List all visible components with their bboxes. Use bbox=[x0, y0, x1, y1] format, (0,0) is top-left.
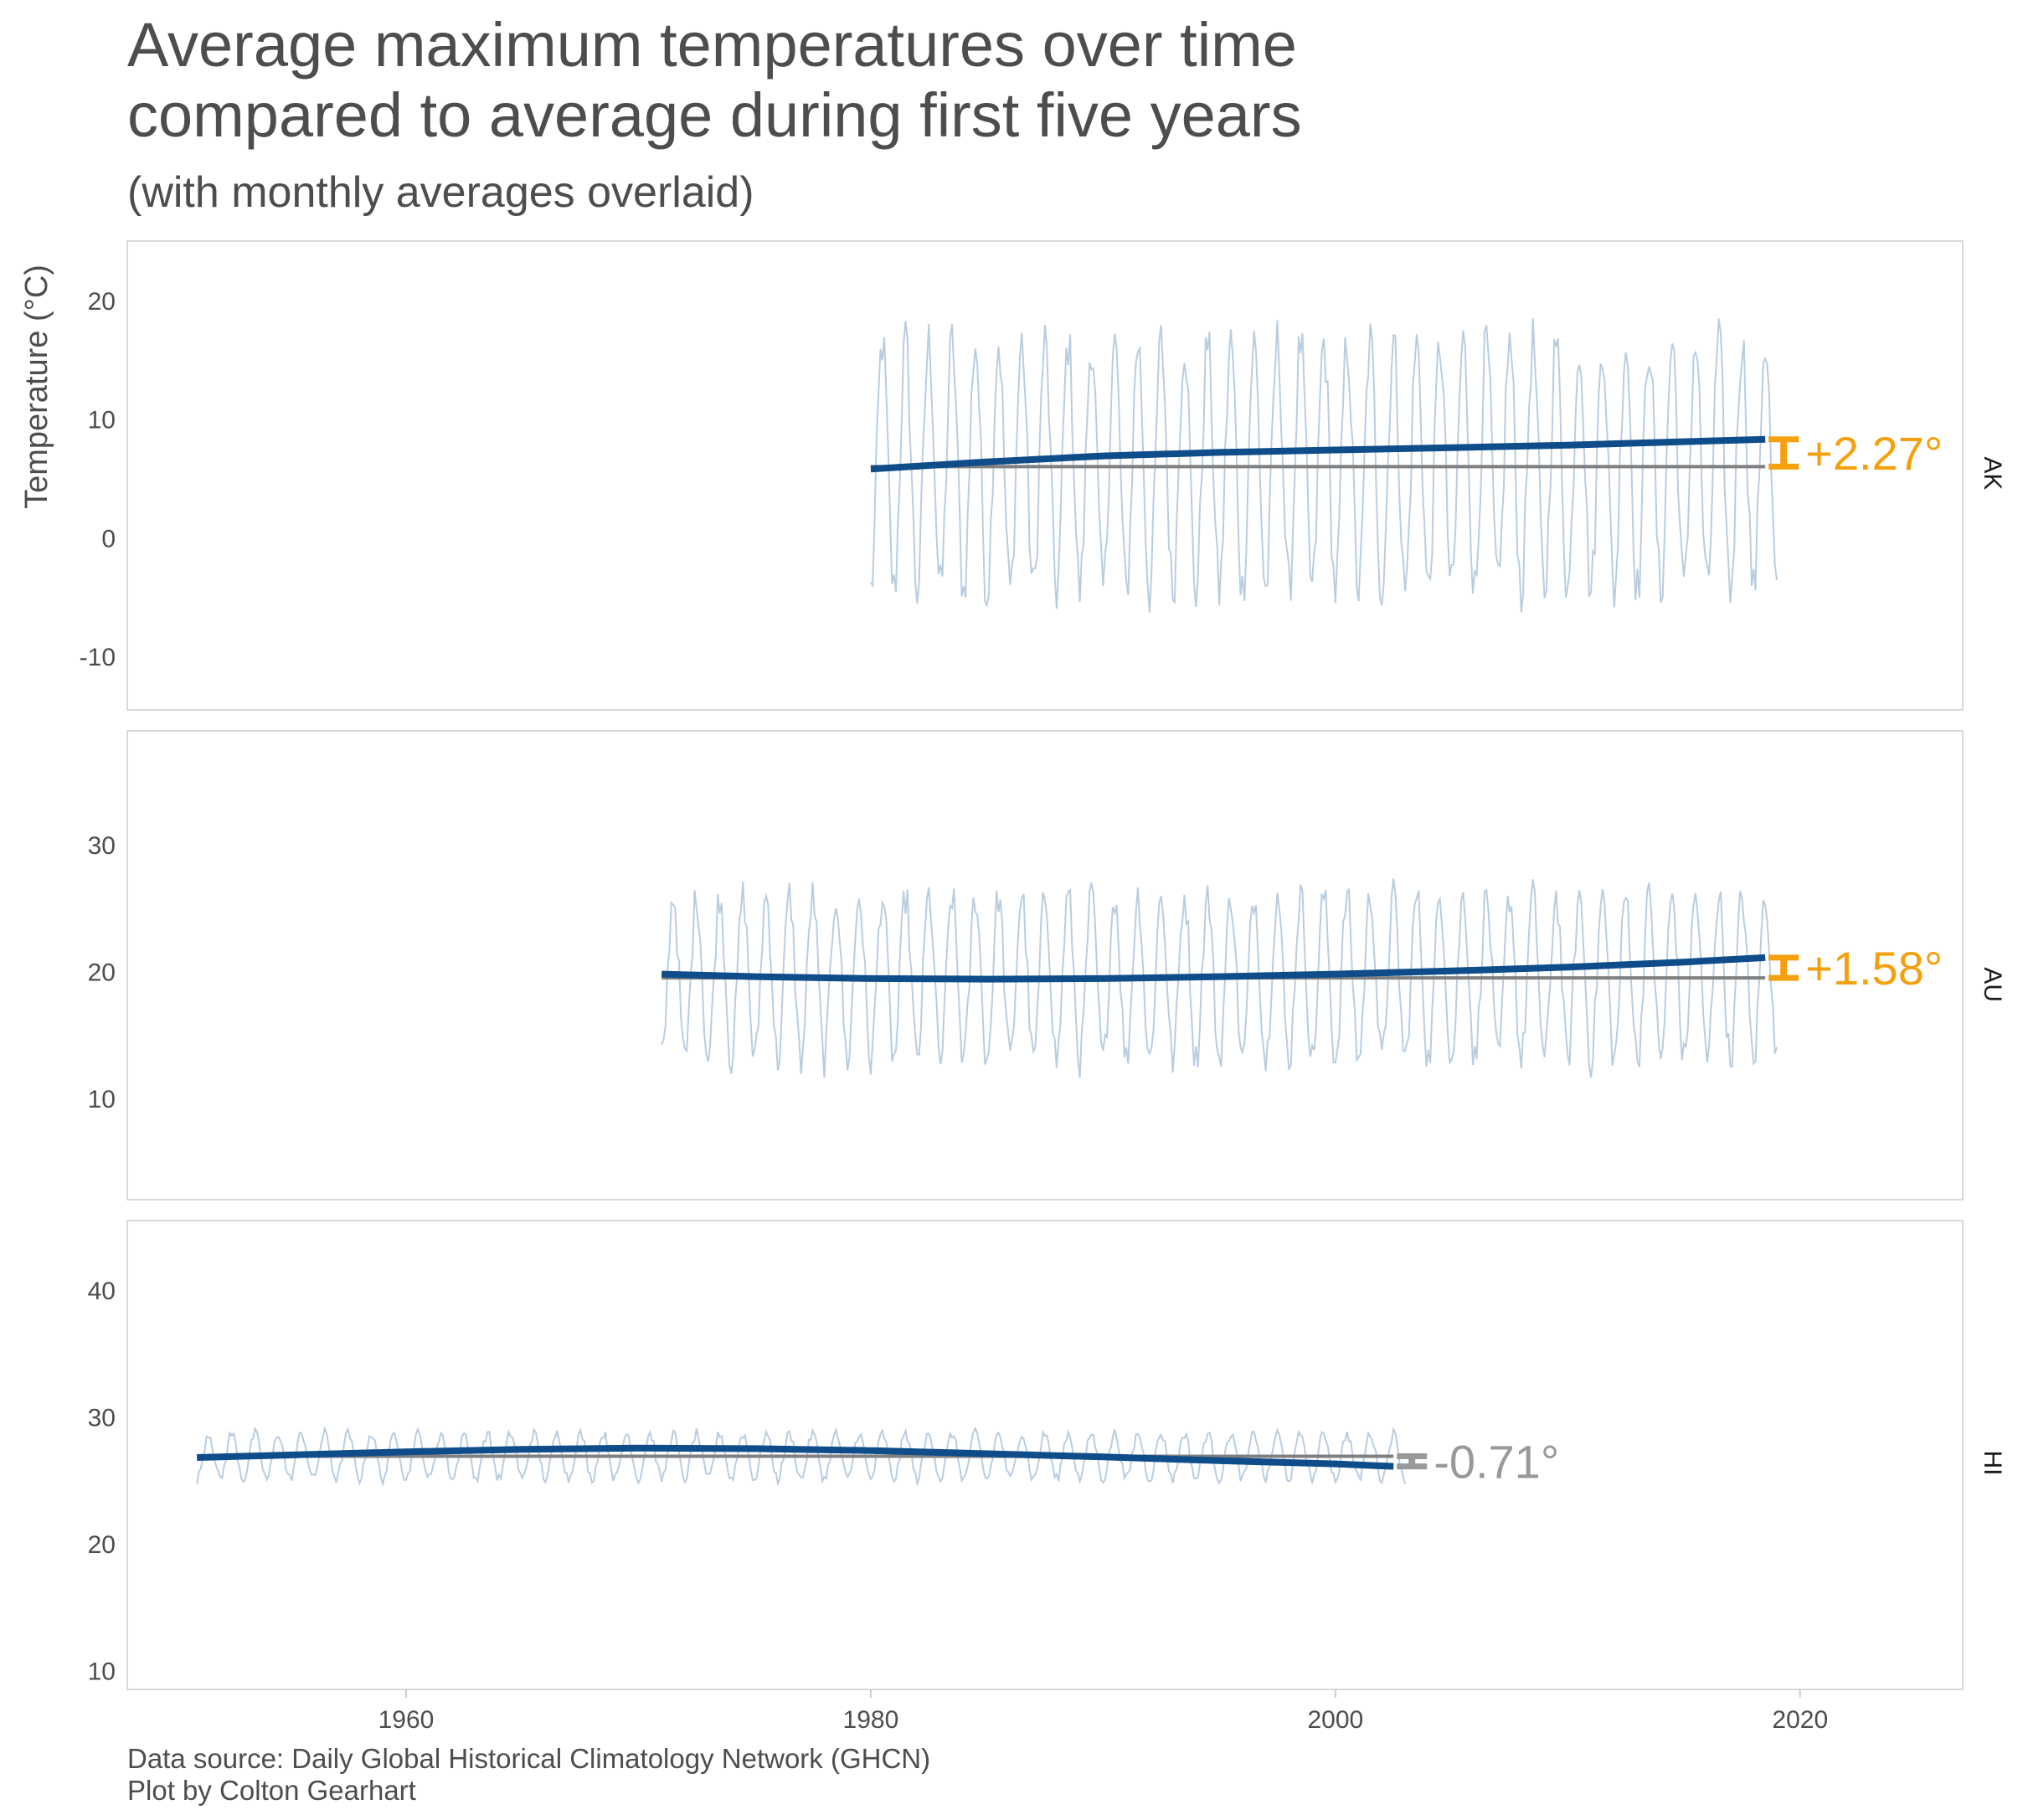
x-tick-label: 2020 bbox=[1772, 1706, 1828, 1734]
panel-ak-monthly-series bbox=[870, 317, 1778, 613]
title-line-2: compared to average during first five ye… bbox=[127, 80, 1302, 150]
panel-au-y-tick-label: 30 bbox=[88, 832, 116, 860]
x-tick-label: 1960 bbox=[378, 1706, 435, 1734]
panel-au-trend-line bbox=[661, 954, 1766, 983]
panel-ak-trend-line bbox=[870, 435, 1766, 473]
panel-ak-change-label: +2.27° bbox=[1805, 427, 1943, 480]
panel-hi-y-tick-label: 20 bbox=[88, 1531, 116, 1559]
caption-source: Data source: Daily Global Historical Cli… bbox=[127, 1743, 931, 1774]
x-tick-label: 1980 bbox=[843, 1706, 899, 1734]
caption-author: Plot by Colton Gearhart bbox=[127, 1775, 416, 1806]
panel-au-y-tick-label: 10 bbox=[88, 1086, 116, 1113]
panel-ak-y-tick-label: -10 bbox=[80, 644, 116, 671]
panel-au-facet-label: AU bbox=[1979, 967, 2006, 1002]
chart-subtitle: (with monthly averages overlaid) bbox=[127, 168, 754, 217]
panel-hi-trend-line bbox=[197, 1444, 1394, 1470]
panel-au-monthly-series bbox=[661, 878, 1778, 1078]
panel-ak-facet-label: AK bbox=[1979, 456, 2006, 490]
panel-ak-border bbox=[126, 240, 1964, 711]
panel-au-y-tick-label: 20 bbox=[88, 959, 116, 987]
title-line-1: Average maximum temperatures over time bbox=[127, 10, 1297, 80]
panel-hi-y-tick-label: 40 bbox=[88, 1278, 116, 1305]
chart-title: Average maximum temperatures over time c… bbox=[127, 10, 1302, 151]
panel-hi-y-tick-label: 10 bbox=[88, 1658, 116, 1685]
panel-ak-y-tick-label: 0 bbox=[101, 525, 116, 553]
panel-hi-border bbox=[126, 1220, 1964, 1690]
panel-ak-y-tick-label: 10 bbox=[88, 407, 116, 434]
panel-hi-facet-label: HI bbox=[1979, 1451, 2006, 1476]
caption: Data source: Daily Global Historical Cli… bbox=[127, 1743, 930, 1807]
panel-hi-change-label: -0.71° bbox=[1434, 1436, 1559, 1488]
panel-au-change-label: +1.58° bbox=[1805, 942, 1943, 995]
panel-ak-y-tick-label: 20 bbox=[88, 288, 116, 316]
panel-hi-y-tick-label: 30 bbox=[88, 1405, 116, 1432]
x-tick-label: 2000 bbox=[1307, 1706, 1363, 1734]
panel-au-border bbox=[126, 730, 1964, 1200]
y-axis-label: Temperature (°C) bbox=[19, 265, 54, 509]
